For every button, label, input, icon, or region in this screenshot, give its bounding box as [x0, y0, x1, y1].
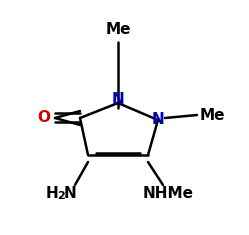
Text: N: N [152, 113, 164, 128]
Text: 2: 2 [57, 191, 65, 201]
Text: Me: Me [105, 23, 131, 38]
Text: H: H [46, 185, 58, 200]
Text: NHMe: NHMe [142, 185, 193, 200]
Text: N: N [64, 185, 76, 200]
Text: O: O [38, 110, 51, 125]
Text: N: N [112, 93, 124, 107]
Text: Me: Me [200, 107, 226, 122]
